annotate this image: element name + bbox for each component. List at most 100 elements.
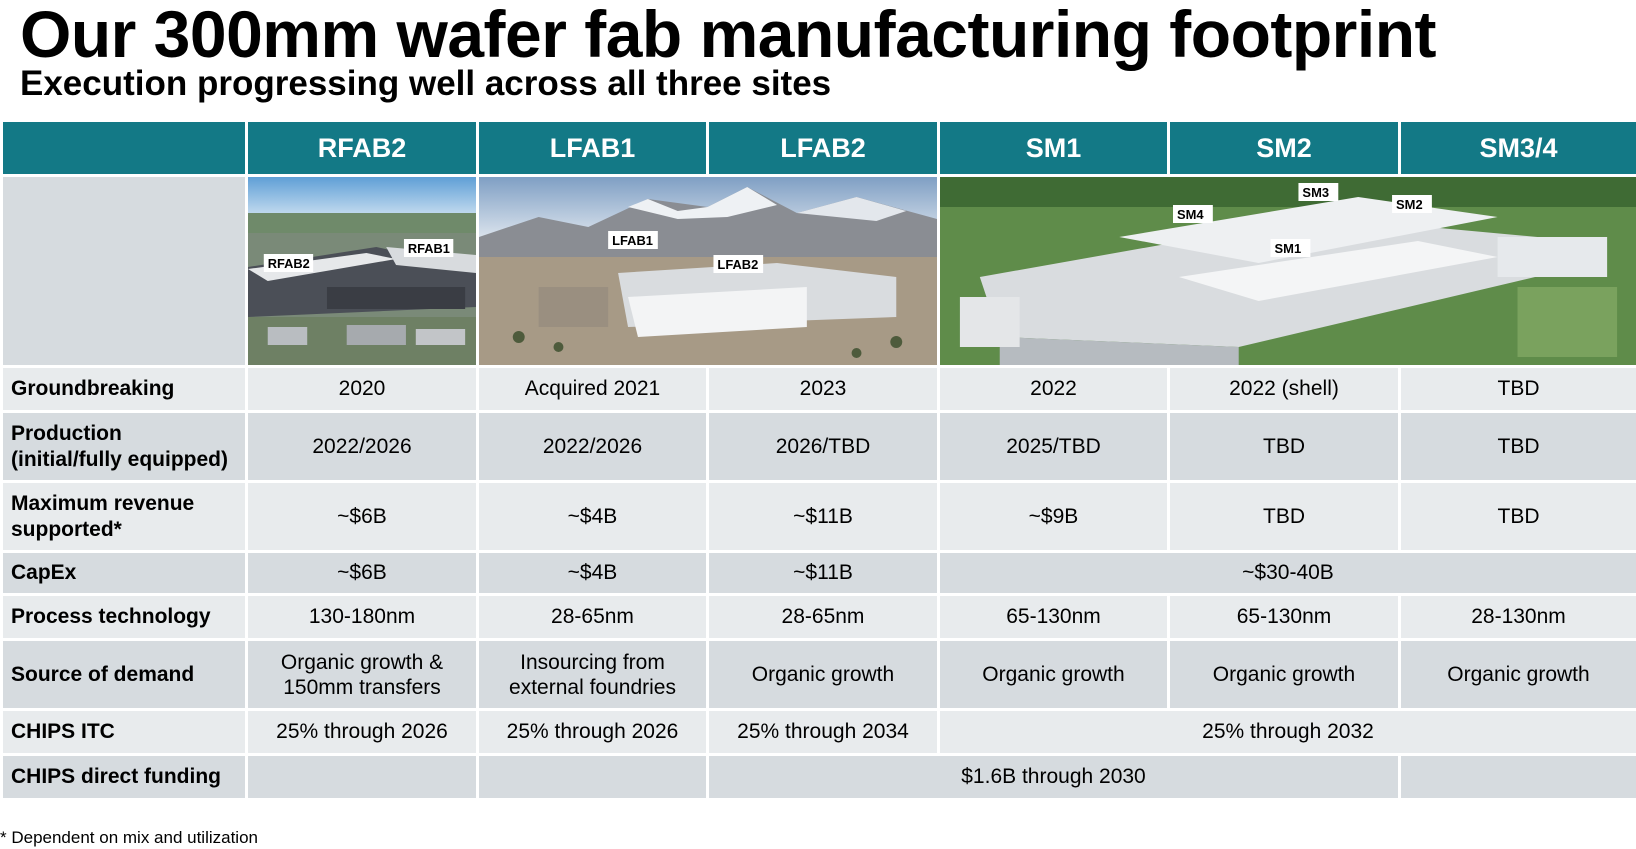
row-groundbreaking: Groundbreaking 2020 Acquired 2021 2023 2… (0, 365, 1636, 413)
cell-process-sm2: 65-130nm (1167, 593, 1401, 641)
row-production: Production (initial/fully equipped) 2022… (0, 410, 1636, 483)
footnote: * Dependent on mix and utilization (0, 828, 258, 847)
svg-text:LFAB1: LFAB1 (612, 233, 653, 248)
rfab-photo-cell: RFAB2 RFAB1 (245, 174, 479, 368)
cell-process-sm1: 65-130nm (937, 593, 1170, 641)
rfab-aerial-photo: RFAB2 RFAB1 (249, 178, 475, 364)
page-subtitle: Execution progressing well across all th… (20, 64, 832, 103)
svg-text:RFAB2: RFAB2 (268, 256, 310, 271)
row-chips-funding: CHIPS direct funding $1.6B through 2030 (0, 753, 1636, 801)
sm-photo-cell: SM3 SM4 SM2 SM1 (937, 174, 1636, 368)
cell-capex-rfab2: ~$6B (245, 550, 479, 596)
cell-itc-sm-merged: 25% through 2032 (937, 708, 1636, 756)
svg-text:LFAB2: LFAB2 (717, 257, 758, 272)
row-revenue: Maximum revenue supported* ~$6B ~$4B ~$1… (0, 480, 1636, 553)
svg-text:SM4: SM4 (1177, 207, 1204, 222)
cell-process-sm34: 28-130nm (1398, 593, 1636, 641)
cell-demand-sm1: Organic growth (937, 638, 1170, 711)
cell-process-lfab2: 28-65nm (706, 593, 940, 641)
cell-demand-lfab1-line2: external foundries (509, 675, 676, 699)
cell-groundbreaking-sm2: 2022 (shell) (1167, 365, 1401, 413)
photo-row-blank (0, 174, 248, 368)
photo-label-rfab1: RFAB1 (403, 239, 454, 257)
cell-funding-sm34 (1398, 753, 1636, 801)
col-header-rfab2: RFAB2 (245, 119, 479, 177)
cell-funding-rfab2 (245, 753, 479, 801)
photo-label-sm1: SM1 (1270, 239, 1311, 257)
header-corner (0, 119, 248, 177)
cell-demand-rfab2-line1: Organic growth & (280, 650, 444, 674)
cell-production-sm2: TBD (1167, 410, 1401, 483)
lfab-photo-cell: LFAB1 LFAB2 (476, 174, 940, 368)
cell-production-sm34: TBD (1398, 410, 1636, 483)
cell-process-lfab1: 28-65nm (476, 593, 709, 641)
cell-demand-sm34: Organic growth (1398, 638, 1636, 711)
row-label-revenue-line2: supported* (11, 517, 122, 541)
row-label-revenue: Maximum revenue supported* (0, 480, 248, 553)
cell-production-rfab2: 2022/2026 (245, 410, 479, 483)
cell-production-lfab2: 2026/TBD (706, 410, 940, 483)
cell-revenue-sm1: ~$9B (937, 480, 1170, 553)
row-label-chips-funding: CHIPS direct funding (0, 753, 248, 801)
cell-itc-rfab2: 25% through 2026 (245, 708, 479, 756)
col-header-sm1: SM1 (937, 119, 1170, 177)
row-label-capex: CapEx (0, 550, 248, 596)
cell-groundbreaking-sm34: TBD (1398, 365, 1636, 413)
page-title: Our 300mm wafer fab manufacturing footpr… (20, 0, 1437, 71)
row-label-revenue-line1: Maximum revenue (11, 491, 195, 515)
row-demand: Source of demand Organic growth & 150mm … (0, 638, 1636, 711)
photo-label-lfab1: LFAB1 (608, 231, 658, 249)
row-label-chips-itc: CHIPS ITC (0, 708, 248, 756)
row-chips-itc: CHIPS ITC 25% through 2026 25% through 2… (0, 708, 1636, 756)
photo-label-sm3: SM3 (1298, 183, 1339, 201)
cell-production-lfab1: 2022/2026 (476, 410, 709, 483)
header-row: RFAB2 LFAB1 LFAB2 SM1 SM2 SM3/4 (0, 119, 1636, 177)
cell-groundbreaking-lfab2: 2023 (706, 365, 940, 413)
svg-text:SM3: SM3 (1302, 185, 1329, 200)
cell-revenue-sm34: TBD (1398, 480, 1636, 553)
col-header-sm34: SM3/4 (1398, 119, 1636, 177)
cell-demand-lfab1-line1: Insourcing from (520, 650, 665, 674)
cell-revenue-sm2: TBD (1167, 480, 1401, 553)
cell-itc-lfab1: 25% through 2026 (476, 708, 709, 756)
cell-funding-merged: $1.6B through 2030 (706, 753, 1401, 801)
row-process: Process technology 130-180nm 28-65nm 28-… (0, 593, 1636, 641)
cell-process-rfab2: 130-180nm (245, 593, 479, 641)
cell-production-sm1: 2025/TBD (937, 410, 1170, 483)
photo-label-sm4: SM4 (1172, 205, 1213, 223)
col-header-sm2: SM2 (1167, 119, 1401, 177)
cell-capex-lfab1: ~$4B (476, 550, 709, 596)
photo-row: RFAB2 RFAB1 (0, 174, 1636, 368)
cell-demand-sm2: Organic growth (1167, 638, 1401, 711)
svg-text:SM1: SM1 (1275, 241, 1302, 256)
cell-groundbreaking-sm1: 2022 (937, 365, 1170, 413)
sm-rendering-photo: SM3 SM4 SM2 SM1 (941, 178, 1635, 364)
row-label-production-line2: (initial/fully equipped) (11, 447, 228, 471)
cell-demand-rfab2-line2: 150mm transfers (283, 675, 441, 699)
row-label-production: Production (initial/fully equipped) (0, 410, 248, 483)
row-label-groundbreaking: Groundbreaking (0, 365, 248, 413)
cell-itc-lfab2: 25% through 2034 (706, 708, 940, 756)
cell-revenue-lfab2: ~$11B (706, 480, 940, 553)
cell-demand-lfab1: Insourcing from external foundries (476, 638, 709, 711)
cell-groundbreaking-lfab1: Acquired 2021 (476, 365, 709, 413)
row-capex: CapEx ~$6B ~$4B ~$11B ~$30-40B (0, 550, 1636, 596)
photo-label-lfab2: LFAB2 (713, 255, 764, 273)
col-header-lfab1: LFAB1 (476, 119, 709, 177)
row-label-demand: Source of demand (0, 638, 248, 711)
svg-text:SM2: SM2 (1396, 197, 1423, 212)
cell-revenue-rfab2: ~$6B (245, 480, 479, 553)
cell-capex-lfab2: ~$11B (706, 550, 940, 596)
photo-label-rfab2: RFAB2 (263, 254, 314, 272)
fab-footprint-table: RFAB2 LFAB1 LFAB2 SM1 SM2 SM3/4 (0, 119, 1636, 801)
cell-groundbreaking-rfab2: 2020 (245, 365, 479, 413)
cell-capex-sm-merged: ~$30-40B (937, 550, 1636, 596)
row-label-process: Process technology (0, 593, 248, 641)
col-header-lfab2: LFAB2 (706, 119, 940, 177)
svg-text:RFAB1: RFAB1 (408, 241, 450, 256)
lfab-aerial-photo: LFAB1 LFAB2 (480, 178, 936, 364)
photo-label-sm2: SM2 (1392, 195, 1432, 213)
cell-demand-lfab2: Organic growth (706, 638, 940, 711)
cell-demand-rfab2: Organic growth & 150mm transfers (245, 638, 479, 711)
cell-funding-lfab1 (476, 753, 709, 801)
